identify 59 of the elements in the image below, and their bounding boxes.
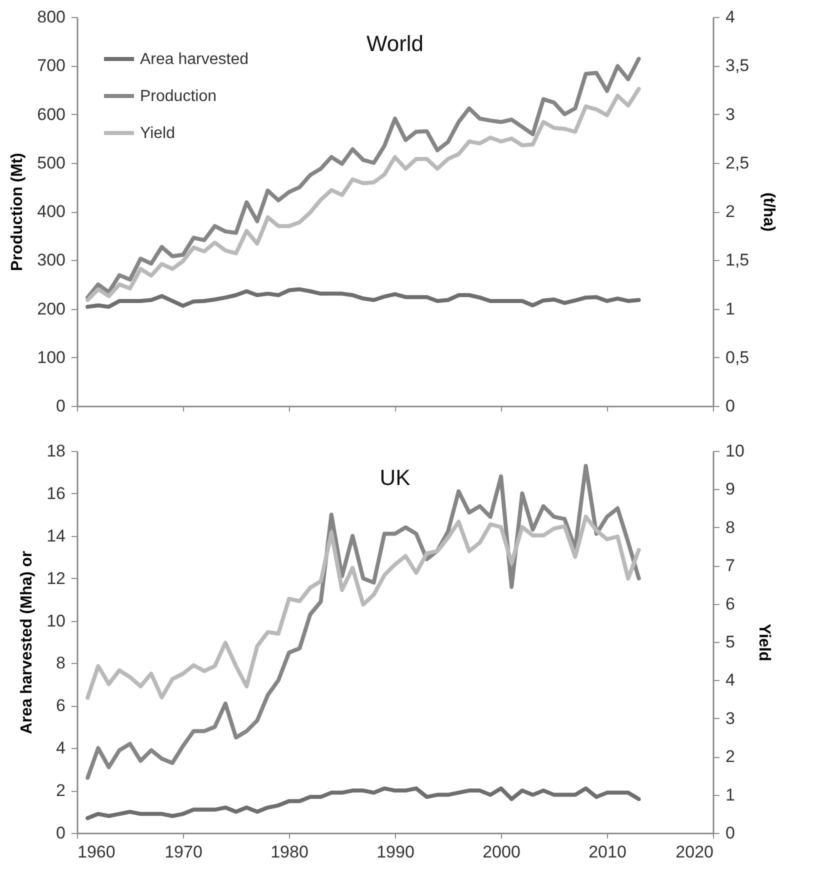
y-tick-label: 200 xyxy=(37,299,66,318)
y2-tick-label: 3 xyxy=(726,104,735,124)
y2-tick-label: 0 xyxy=(726,396,735,416)
x-tick-label: 2000 xyxy=(482,842,520,862)
y-tick-label: 800 xyxy=(37,8,66,26)
y-axis-title: Area harvested (Mha) or xyxy=(18,550,36,734)
y-tick-label: 4 xyxy=(56,738,66,758)
y-tick-label: 10 xyxy=(46,611,66,630)
y2-tick-label: 3,5 xyxy=(726,56,750,76)
x-tick-label: 1990 xyxy=(376,842,414,862)
y-tick-label: 6 xyxy=(56,696,66,716)
y-tick-label: 0 xyxy=(56,396,66,416)
y2-tick-label: 1 xyxy=(726,299,735,318)
line-series xyxy=(86,786,641,820)
y-tick-label: 2 xyxy=(56,781,66,800)
y-tick-label: 14 xyxy=(46,526,66,546)
line-series xyxy=(86,514,641,700)
text: UK xyxy=(380,465,411,490)
y-tick-label: 500 xyxy=(37,153,66,172)
y2-tick-label: 2,5 xyxy=(726,153,750,172)
y2-tick-label: 7 xyxy=(726,556,735,576)
line-series xyxy=(86,287,641,309)
y2-tick-label: 1 xyxy=(726,785,735,804)
y2-tick-label: 6 xyxy=(726,594,735,614)
y2-tick-label: 0 xyxy=(726,824,735,842)
y2-tick-label: 3 xyxy=(726,708,735,728)
y-tick-label: 400 xyxy=(37,202,66,221)
y2-axis-title: (t/ha) xyxy=(760,192,778,232)
y-tick-label: 600 xyxy=(37,104,66,124)
y-tick-label: 700 xyxy=(37,56,66,76)
y-tick-label: 16 xyxy=(46,484,66,503)
y2-tick-label: 9 xyxy=(726,480,735,499)
y-tick-label: 100 xyxy=(37,348,66,367)
legend-label: Area harvested xyxy=(140,51,249,68)
y2-tick-label: 10 xyxy=(726,442,744,460)
y-tick-label: 300 xyxy=(37,250,66,270)
y2-tick-label: 1,5 xyxy=(726,250,750,270)
y2-tick-label: 8 xyxy=(726,518,735,537)
y2-tick-label: 5 xyxy=(726,632,735,652)
x-tick-label: 1960 xyxy=(78,842,116,862)
y2-tick-label: 2 xyxy=(726,747,735,766)
x-tick-label: 2020 xyxy=(676,842,714,862)
y2-tick-label: 0,5 xyxy=(726,348,750,367)
y-tick-label: 18 xyxy=(46,442,66,460)
y2-tick-label: 2 xyxy=(726,202,735,221)
text: World xyxy=(366,31,424,56)
y-tick-label: 0 xyxy=(56,824,66,842)
x-tick-label: 2010 xyxy=(588,842,626,862)
y-tick-label: 8 xyxy=(56,654,66,673)
y-axis-title: Production (Mt) xyxy=(9,152,26,272)
y2-tick-label: 4 xyxy=(726,8,735,26)
x-tick-label: 1980 xyxy=(270,842,308,862)
line-series xyxy=(86,464,641,780)
x-tick-label: 1970 xyxy=(164,842,202,862)
y2-axis-title: Yield xyxy=(755,624,772,662)
legend-label: Production xyxy=(140,88,216,105)
y-tick-label: 12 xyxy=(46,568,66,588)
y2-tick-label: 4 xyxy=(726,670,735,690)
legend-label: Yield xyxy=(140,125,175,142)
